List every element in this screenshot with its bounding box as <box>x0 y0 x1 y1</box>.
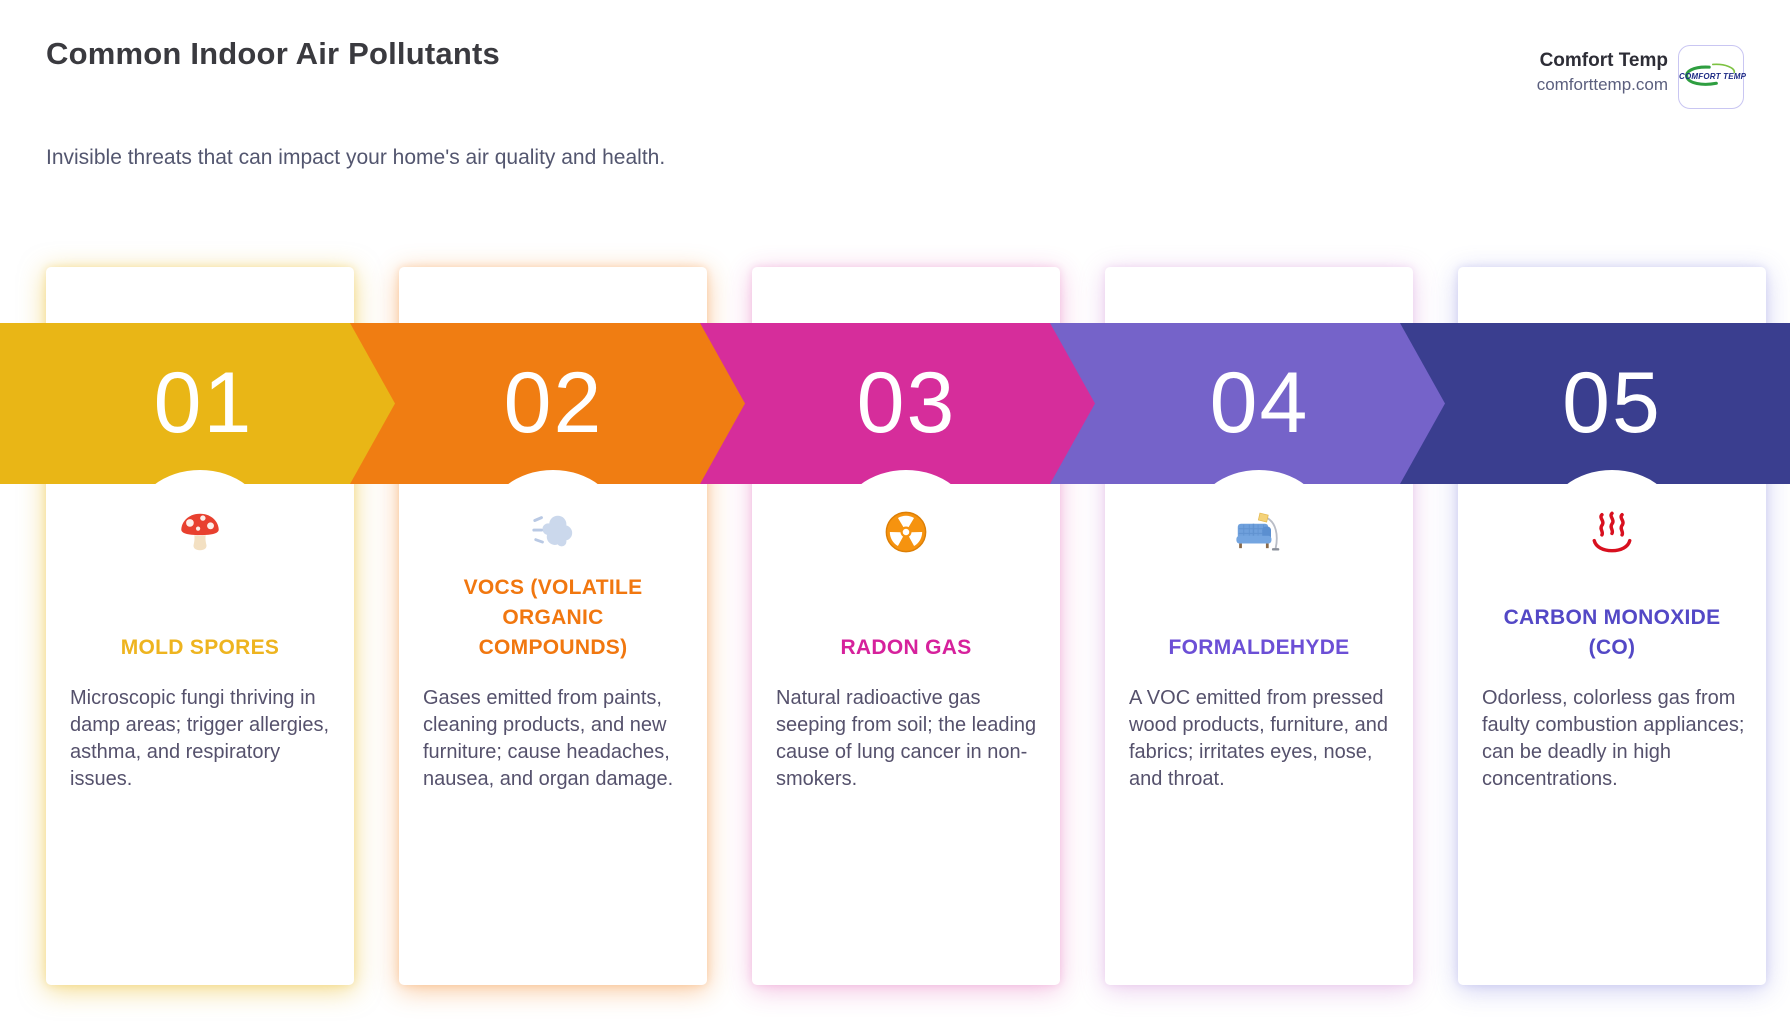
step-number-5: 05 <box>1562 355 1662 451</box>
icon-circle <box>134 470 266 576</box>
page-subtitle: Invisible threats that can impact your h… <box>46 146 666 169</box>
card-description: Microscopic fungi thriving in damp areas… <box>70 687 330 790</box>
banner-segment-2: 02 <box>350 323 745 484</box>
icon-circle <box>1193 470 1325 576</box>
hot-springs-icon <box>1592 511 1632 553</box>
icon-circle <box>1546 470 1678 576</box>
mushroom-icon <box>181 513 219 551</box>
icon-circle <box>487 470 619 576</box>
card-title: FORMALDEHYDE <box>1168 636 1350 659</box>
couch-lamp-icon <box>1236 512 1280 551</box>
banner-segment-5: 05 <box>1400 323 1790 484</box>
step-number-1: 01 <box>153 355 254 451</box>
card-description: Gases emitted from paints, cleaning prod… <box>423 687 674 790</box>
card-title: MOLD SPORES <box>120 636 280 659</box>
card-title: RADON GAS <box>840 636 972 659</box>
card-title: VOCS (VOLATILE ORGANIC COMPOUNDS) <box>463 576 643 659</box>
logo-swoosh-icon <box>1685 63 1736 86</box>
step-number-4: 04 <box>1209 355 1310 451</box>
step-banner: 01 02 03 04 05 <box>0 323 1790 484</box>
card-description: Odorless, colorless gas from faulty comb… <box>1482 687 1745 790</box>
step-number-2: 02 <box>503 355 604 451</box>
brand-logo: Comfort Temp <box>1678 45 1747 109</box>
wind-puff-icon <box>532 515 573 547</box>
step-number-3: 03 <box>856 355 957 451</box>
card-description: Natural radioactive gas seeping from soi… <box>776 687 1037 790</box>
banner-segment-4: 04 <box>1050 323 1445 484</box>
brand-block: Comfort Temp comforttemp.com <box>1537 48 1668 96</box>
card-title: CARBON MONOXIDE (CO) <box>1503 606 1721 659</box>
brand-website: comforttemp.com <box>1536 75 1668 94</box>
icon-circle <box>840 470 972 576</box>
radioactive-icon <box>885 511 927 553</box>
banner-segment-1: 01 <box>0 323 395 484</box>
page-title: Common Indoor Air Pollutants <box>46 36 500 71</box>
brand-name: Comfort Temp <box>1539 50 1668 71</box>
logo-text: Comfort Temp <box>1679 72 1747 81</box>
card-description: A VOC emitted from pressed wood products… <box>1129 687 1389 790</box>
banner-segment-3: 03 <box>700 323 1095 484</box>
